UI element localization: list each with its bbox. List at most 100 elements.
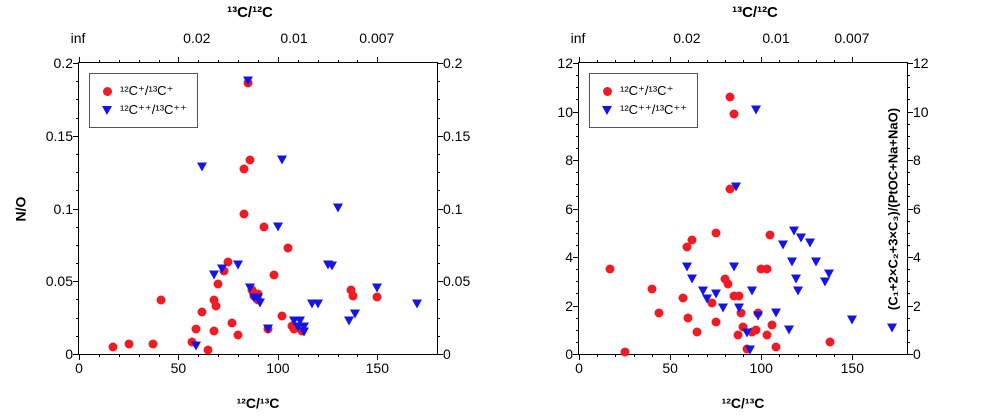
circle-data-point-10[interactable]: [212, 301, 221, 310]
circle-data-point-34[interactable]: [349, 291, 358, 300]
triangle-data-point-11[interactable]: [747, 289, 757, 298]
circle-data-point-24[interactable]: [259, 223, 268, 232]
triangle-data-point-19[interactable]: [791, 277, 801, 286]
y-tick-mark-left-3: [73, 136, 79, 137]
x-minor-tick-bottom: [743, 354, 744, 357]
circle-data-point-11[interactable]: [711, 318, 720, 327]
circle-data-point-2[interactable]: [647, 284, 656, 293]
triangle-data-point-14[interactable]: [771, 311, 781, 320]
triangle-data-point-10[interactable]: [745, 347, 755, 356]
circle-data-point-26[interactable]: [269, 271, 278, 280]
circle-data-point-29[interactable]: [766, 231, 775, 240]
circle-data-point-7[interactable]: [204, 345, 213, 354]
x-minor-tick-bottom: [139, 354, 140, 357]
circle-data-point-31[interactable]: [771, 342, 780, 351]
circle-data-point-0[interactable]: [605, 265, 614, 274]
y-tick-label-right-3: 6: [913, 201, 921, 217]
triangle-data-point-22[interactable]: [333, 205, 343, 214]
top-tick-label-3: 0.007: [834, 30, 869, 46]
circle-data-point-13[interactable]: [724, 279, 733, 288]
circle-data-point-10[interactable]: [711, 228, 720, 237]
circle-data-point-28[interactable]: [762, 330, 771, 339]
circle-data-point-0[interactable]: [108, 342, 117, 351]
triangle-data-point-4[interactable]: [233, 262, 243, 271]
triangle-data-point-25[interactable]: [372, 285, 382, 294]
triangle-data-point-22[interactable]: [805, 240, 815, 249]
y-tick-mark-left-4: [573, 160, 579, 161]
circle-data-point-4[interactable]: [678, 294, 687, 303]
top-axis-title: ¹³C/¹²C: [510, 4, 1000, 21]
circle-data-point-6[interactable]: [684, 313, 693, 322]
circle-data-point-16[interactable]: [729, 109, 738, 118]
y-tick-label-right-0: 0: [443, 346, 451, 362]
triangle-data-point-6[interactable]: [729, 265, 739, 274]
triangle-data-point-15[interactable]: [778, 243, 788, 252]
triangle-data-point-12[interactable]: [751, 107, 761, 116]
circle-data-point-7[interactable]: [687, 236, 696, 245]
circle-data-point-16[interactable]: [240, 210, 249, 219]
triangle-data-point-1[interactable]: [197, 165, 207, 174]
circle-data-point-2[interactable]: [148, 339, 157, 348]
x-tick-label-bottom-1: 50: [662, 360, 678, 376]
triangle-data-point-0[interactable]: [191, 344, 201, 353]
circle-data-point-27[interactable]: [277, 312, 286, 321]
y-minor-tick-left: [76, 318, 79, 319]
circle-data-point-8[interactable]: [693, 328, 702, 337]
triangle-data-point-5[interactable]: [718, 306, 728, 315]
triangle-data-point-12[interactable]: [277, 157, 287, 166]
circle-data-point-30[interactable]: [768, 320, 777, 329]
triangle-data-point-13[interactable]: [753, 313, 763, 322]
legend-triangle-marker: [600, 106, 614, 115]
circle-data-point-32[interactable]: [826, 337, 835, 346]
circle-data-point-27[interactable]: [762, 265, 771, 274]
circle-data-point-1[interactable]: [124, 339, 133, 348]
triangle-data-point-8[interactable]: [255, 300, 265, 309]
x-minor-tick-bottom: [318, 354, 319, 357]
y-tick-label-left-3: 6: [565, 201, 573, 217]
circle-data-point-1[interactable]: [620, 347, 629, 356]
triangle-data-point-19[interactable]: [313, 301, 323, 310]
circle-data-point-19[interactable]: [735, 291, 744, 300]
triangle-data-point-17[interactable]: [787, 260, 797, 269]
circle-data-point-14[interactable]: [228, 319, 237, 328]
circle-data-point-15[interactable]: [234, 331, 243, 340]
y-tick-mark-left-4: [73, 63, 79, 64]
circle-data-point-3[interactable]: [655, 308, 664, 317]
triangle-data-point-11[interactable]: [273, 224, 283, 233]
circle-data-point-14[interactable]: [726, 92, 735, 101]
y-minor-tick-right: [907, 196, 910, 197]
triangle-data-point-25[interactable]: [824, 272, 834, 281]
triangle-data-point-21[interactable]: [327, 264, 337, 273]
circle-data-point-24[interactable]: [751, 325, 760, 334]
triangle-data-point-24[interactable]: [350, 312, 360, 321]
triangle-data-point-10[interactable]: [263, 326, 273, 335]
triangle-data-point-17[interactable]: [299, 329, 309, 338]
circle-data-point-19[interactable]: [246, 156, 255, 165]
circle-data-point-6[interactable]: [198, 307, 207, 316]
circle-data-point-5[interactable]: [192, 325, 201, 334]
triangle-data-point-16[interactable]: [784, 328, 794, 337]
triangle-data-point-1[interactable]: [687, 277, 697, 286]
triangle-data-point-9[interactable]: [742, 330, 752, 339]
top-tick-label-3: 0.007: [359, 30, 394, 46]
triangle-data-point-7[interactable]: [731, 185, 741, 194]
triangle-data-point-4[interactable]: [711, 291, 721, 300]
x-tick-label-bottom-1: 50: [171, 360, 187, 376]
triangle-data-point-20[interactable]: [793, 289, 803, 298]
top-axis-title: ¹³C/¹²C: [0, 4, 500, 21]
triangle-data-point-27[interactable]: [887, 325, 897, 334]
y-minor-tick-right: [437, 99, 440, 100]
triangle-data-point-26[interactable]: [412, 301, 422, 310]
triangle-data-point-23[interactable]: [811, 260, 821, 269]
triangle-data-point-26[interactable]: [847, 318, 857, 327]
y-tick-label-left-6: 12: [557, 55, 573, 71]
triangle-data-point-9[interactable]: [243, 79, 253, 88]
triangle-data-point-0[interactable]: [682, 265, 692, 274]
y-minor-tick-left: [76, 118, 79, 119]
circle-data-point-17[interactable]: [240, 165, 249, 174]
triangle-data-point-3[interactable]: [217, 267, 227, 276]
triangle-data-point-8[interactable]: [734, 306, 744, 315]
circle-data-point-8[interactable]: [210, 326, 219, 335]
circle-data-point-28[interactable]: [283, 243, 292, 252]
circle-data-point-3[interactable]: [156, 296, 165, 305]
